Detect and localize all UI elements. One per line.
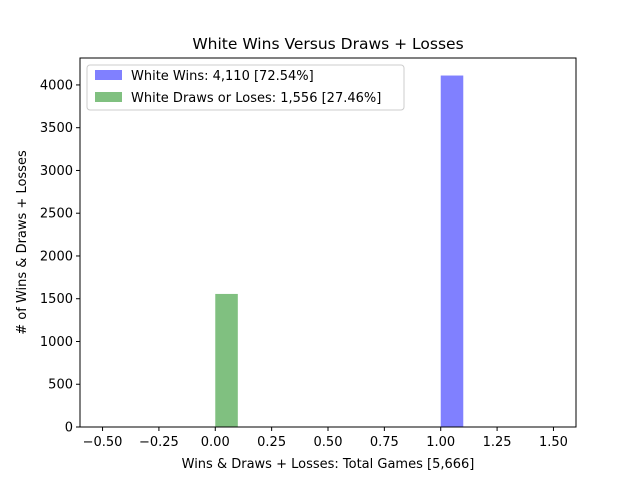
- x-tick-label: 0.50: [314, 435, 343, 450]
- plot-frame: [79, 57, 577, 428]
- y-tick-label: 2000: [40, 249, 73, 264]
- legend-label-white-wins: White Wins: 4,110 [72.54%]: [131, 69, 314, 84]
- legend-swatch-white-draws-or-loses: [95, 92, 122, 102]
- y-tick-label: 4000: [40, 78, 73, 93]
- x-tick-label: 1.50: [539, 435, 568, 450]
- chart-title: White Wins Versus Draws + Losses: [192, 35, 463, 53]
- ticks-layer: −0.50 −0.25 0.00 0.25 0.50 0.75 1.00 1.25 1.50 0 5…: [40, 78, 568, 450]
- y-tick-label: 1500: [40, 292, 73, 307]
- legend: White Wins: 4,110 [72.54%] White Draws o…: [86, 64, 405, 111]
- bars-layer: [215, 75, 464, 428]
- y-tick-label: 1000: [40, 335, 73, 350]
- x-tick-label: −0.50: [83, 435, 123, 450]
- x-axis-title: Wins & Draws + Losses: Total Games [5,66…: [182, 457, 475, 472]
- bar-series-1-0: [215, 293, 238, 427]
- x-tick-label: 1.25: [483, 435, 512, 450]
- legend-label-white-draws-or-loses: White Draws or Loses: 1,556 [27.46%]: [131, 91, 381, 106]
- legend-box: [86, 64, 405, 111]
- y-tick-label: 2500: [40, 207, 73, 222]
- x-tick-label: −0.25: [139, 435, 179, 450]
- y-tick-label: 3500: [40, 121, 73, 136]
- y-tick-label: 500: [48, 378, 73, 393]
- bar-series-0-0: [440, 75, 464, 428]
- legend-swatch-white-wins: [95, 70, 122, 80]
- x-tick-label: 0.25: [257, 435, 286, 450]
- x-tick-label: 1.00: [426, 435, 455, 450]
- y-tick-label: 3000: [40, 164, 73, 179]
- y-axis-title: # of Wins & Draws + Losses: [15, 150, 30, 335]
- y-tick-label: 0: [65, 421, 73, 436]
- x-tick-label: 0.75: [370, 435, 399, 450]
- x-tick-label: 0.00: [201, 435, 230, 450]
